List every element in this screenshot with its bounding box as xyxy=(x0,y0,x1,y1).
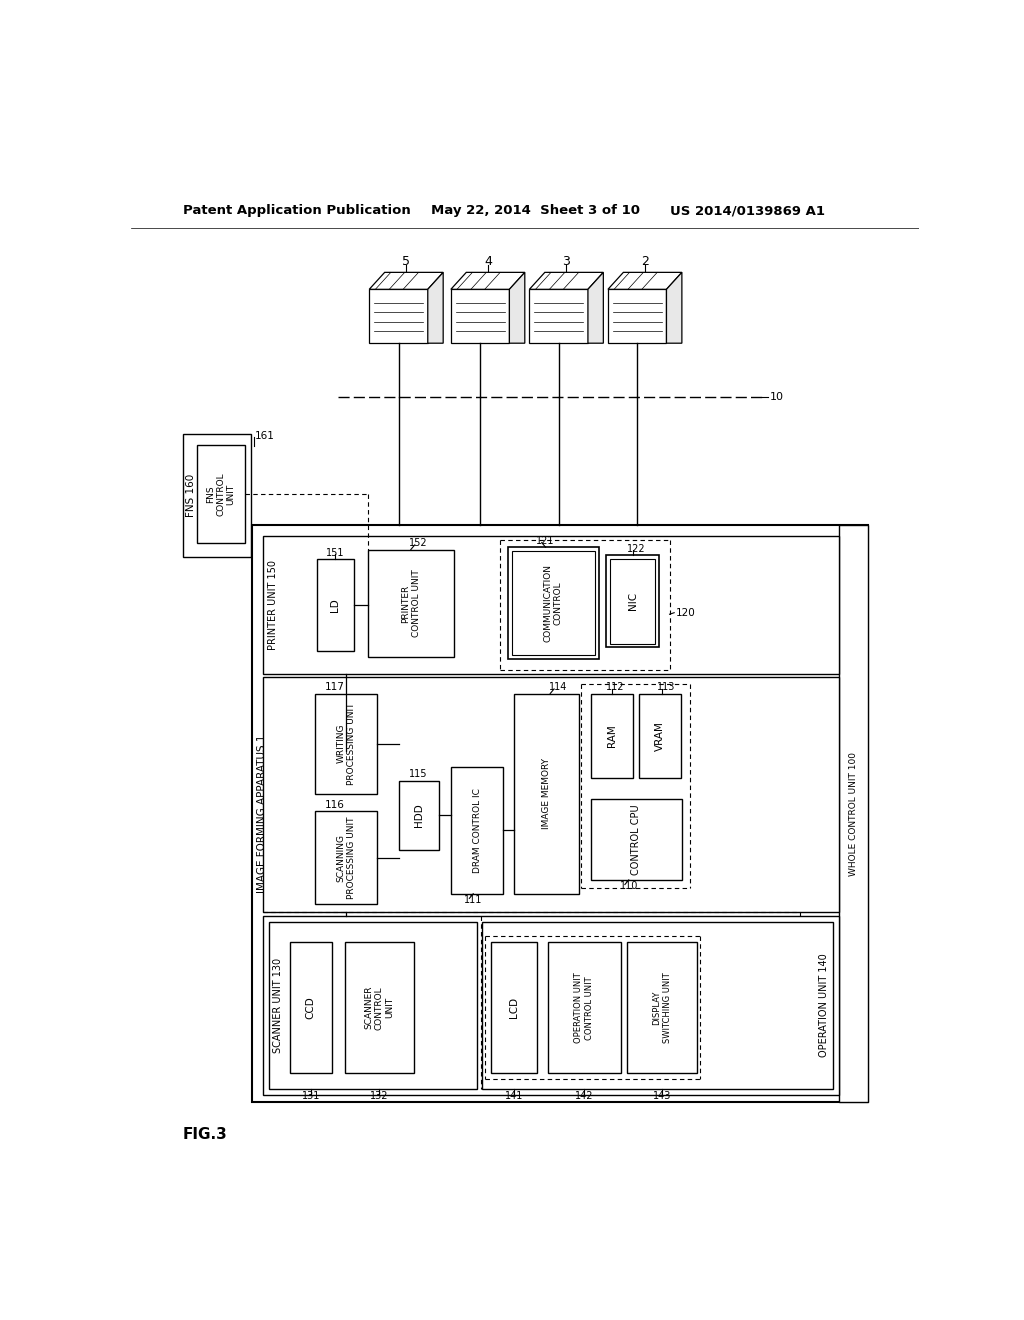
Text: COMMUNICATION
CONTROL: COMMUNICATION CONTROL xyxy=(544,564,563,642)
Bar xyxy=(290,942,333,1073)
Text: 151: 151 xyxy=(326,548,345,557)
Text: LD: LD xyxy=(331,598,340,612)
Polygon shape xyxy=(529,272,603,289)
Text: WHOLE CONTROL UNIT 100: WHOLE CONTROL UNIT 100 xyxy=(849,751,858,875)
Text: SCANNER UNIT 130: SCANNER UNIT 130 xyxy=(273,958,284,1053)
Text: 112: 112 xyxy=(606,682,625,693)
Bar xyxy=(316,558,354,651)
Text: DISPLAY
SWITCHING UNIT: DISPLAY SWITCHING UNIT xyxy=(652,973,672,1043)
Bar xyxy=(591,799,682,880)
Text: 132: 132 xyxy=(370,1092,388,1101)
Bar xyxy=(345,942,414,1073)
Text: CCD: CCD xyxy=(306,997,315,1019)
Bar xyxy=(591,693,634,779)
Bar xyxy=(252,525,868,1102)
Bar xyxy=(183,434,251,557)
Bar xyxy=(508,548,599,659)
Text: 3: 3 xyxy=(562,255,570,268)
Bar xyxy=(315,812,377,904)
Text: 142: 142 xyxy=(574,1092,593,1101)
Bar xyxy=(608,289,667,343)
Polygon shape xyxy=(428,272,443,343)
Bar xyxy=(490,942,538,1073)
Text: 114: 114 xyxy=(549,682,567,693)
Text: 143: 143 xyxy=(652,1092,671,1101)
Bar xyxy=(269,923,477,1089)
Bar xyxy=(451,289,509,343)
Polygon shape xyxy=(370,272,443,289)
Bar xyxy=(263,677,839,912)
Bar xyxy=(512,552,595,655)
Text: RAM: RAM xyxy=(607,725,616,747)
Text: 121: 121 xyxy=(537,536,555,546)
Bar xyxy=(451,767,503,894)
Bar xyxy=(263,916,839,1094)
Text: SCANNER
CONTROL
UNIT: SCANNER CONTROL UNIT xyxy=(365,986,394,1030)
Text: NIC: NIC xyxy=(628,593,638,610)
Bar xyxy=(839,525,868,1102)
Polygon shape xyxy=(451,272,524,289)
Polygon shape xyxy=(608,272,682,289)
Text: IMAGE MEMORY: IMAGE MEMORY xyxy=(542,758,551,829)
Text: SCANNING
PROCESSING UNIT: SCANNING PROCESSING UNIT xyxy=(337,816,356,899)
Text: 111: 111 xyxy=(464,895,482,906)
Text: LCD: LCD xyxy=(509,997,519,1018)
Text: 120: 120 xyxy=(676,607,695,618)
Text: 131: 131 xyxy=(301,1092,319,1101)
Text: 122: 122 xyxy=(627,544,646,554)
Text: 117: 117 xyxy=(325,682,344,693)
Text: DRAM CONTROL IC: DRAM CONTROL IC xyxy=(472,788,481,873)
Text: 115: 115 xyxy=(410,770,428,779)
Bar xyxy=(606,554,658,647)
Text: 5: 5 xyxy=(402,255,411,268)
Bar xyxy=(639,693,681,779)
Bar xyxy=(628,942,696,1073)
Polygon shape xyxy=(588,272,603,343)
Text: FIG.3: FIG.3 xyxy=(183,1127,227,1142)
Bar xyxy=(263,536,839,675)
Bar xyxy=(398,780,438,850)
Text: 110: 110 xyxy=(620,880,638,891)
Text: FNS
CONTROL
UNIT: FNS CONTROL UNIT xyxy=(206,473,236,516)
Bar xyxy=(610,558,655,644)
Polygon shape xyxy=(667,272,682,343)
Bar xyxy=(481,923,833,1089)
Bar xyxy=(529,289,588,343)
Text: HDD: HDD xyxy=(414,804,424,828)
Bar xyxy=(368,549,454,657)
Text: May 22, 2014  Sheet 3 of 10: May 22, 2014 Sheet 3 of 10 xyxy=(431,205,640,218)
Bar xyxy=(548,942,621,1073)
Text: US 2014/0139869 A1: US 2014/0139869 A1 xyxy=(670,205,824,218)
Text: CONTROL CPU: CONTROL CPU xyxy=(632,804,641,875)
Text: 141: 141 xyxy=(505,1092,523,1101)
Text: PRINTER UNIT 150: PRINTER UNIT 150 xyxy=(268,560,278,649)
Bar xyxy=(197,445,245,544)
Text: 10: 10 xyxy=(770,392,783,403)
Text: VRAM: VRAM xyxy=(654,721,665,751)
Text: OPERATION UNIT 140: OPERATION UNIT 140 xyxy=(818,953,828,1057)
Text: 161: 161 xyxy=(255,430,275,441)
Text: 113: 113 xyxy=(656,682,675,693)
Text: 4: 4 xyxy=(484,255,492,268)
Bar xyxy=(514,693,580,894)
Text: 116: 116 xyxy=(325,800,344,810)
Text: FNS 160: FNS 160 xyxy=(185,474,196,517)
Text: Patent Application Publication: Patent Application Publication xyxy=(183,205,411,218)
Text: PRINTER
CONTROL UNIT: PRINTER CONTROL UNIT xyxy=(401,570,421,638)
Text: OPERATION UNIT
CONTROL UNIT: OPERATION UNIT CONTROL UNIT xyxy=(574,973,594,1043)
Text: 2: 2 xyxy=(641,255,649,268)
Bar xyxy=(315,693,377,793)
Text: 152: 152 xyxy=(410,539,428,548)
Bar xyxy=(370,289,428,343)
Text: IMAGE FORMING APPARATUS 1: IMAGE FORMING APPARATUS 1 xyxy=(257,734,267,892)
Text: WRITING
PROCESSING UNIT: WRITING PROCESSING UNIT xyxy=(337,702,356,785)
Polygon shape xyxy=(509,272,524,343)
